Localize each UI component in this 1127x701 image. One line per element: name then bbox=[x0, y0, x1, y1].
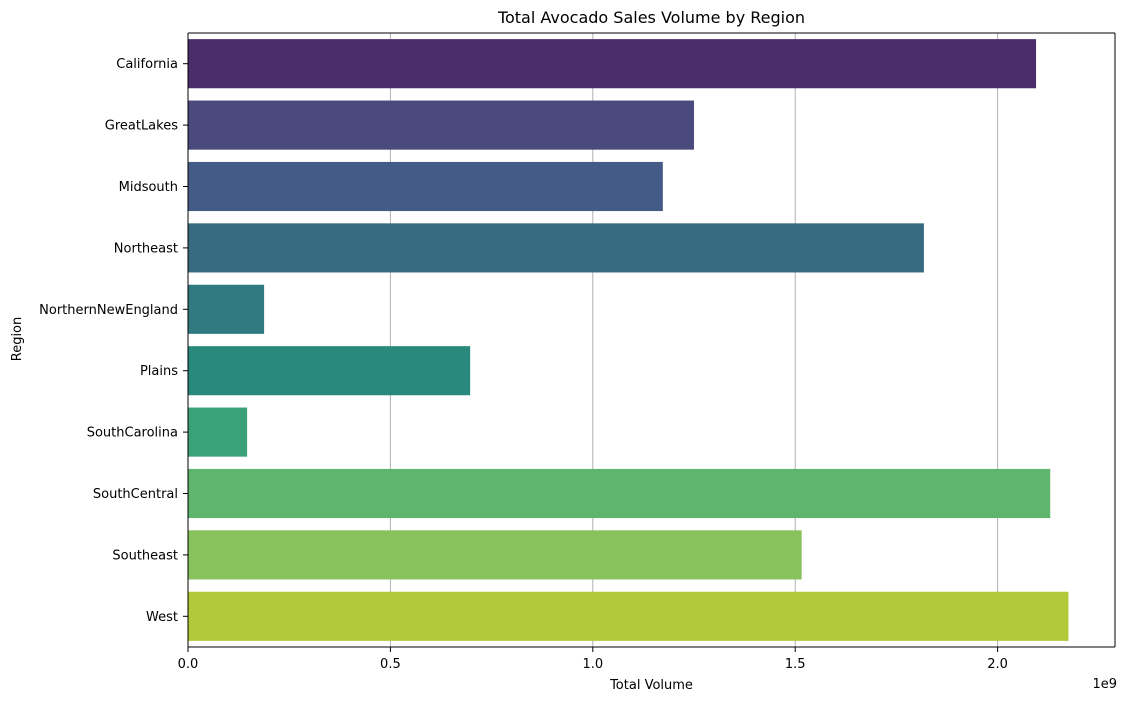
y-tick-label-1: GreatLakes bbox=[105, 119, 178, 134]
bar-northernnewengland bbox=[188, 284, 265, 334]
bar-southcarolina bbox=[188, 407, 248, 457]
y-tick-label-5: Plains bbox=[140, 364, 178, 379]
bar-plains bbox=[188, 346, 471, 396]
x-axis-scale-label: 1e9 bbox=[1092, 677, 1117, 692]
bar-california bbox=[188, 39, 1037, 89]
x-tick-label-2: 1.0 bbox=[582, 657, 603, 672]
bar-southeast bbox=[188, 530, 802, 580]
y-tick-label-8: Southeast bbox=[112, 548, 178, 563]
y-tick-label-2: Midsouth bbox=[119, 180, 178, 195]
x-tick-label-0: 0.0 bbox=[178, 657, 199, 672]
bar-northeast bbox=[188, 223, 924, 273]
labels-layer: 0.0 0.5 1.0 1.5 2.0 California GreatLakes Midso… bbox=[39, 57, 1008, 672]
bar-southcentral bbox=[188, 468, 1051, 519]
bars-layer bbox=[188, 39, 1069, 641]
x-axis-label: Total Volume bbox=[609, 678, 693, 693]
y-tick-label-6: SouthCarolina bbox=[87, 426, 178, 441]
bar-greatlakes bbox=[188, 100, 695, 150]
bar-midsouth bbox=[188, 161, 663, 212]
x-tick-label-1: 0.5 bbox=[380, 657, 401, 672]
y-tick-label-7: SouthCentral bbox=[93, 487, 178, 502]
y-tick-label-4: NorthernNewEngland bbox=[39, 303, 178, 318]
y-tick-label-9: West bbox=[146, 610, 178, 625]
bar-west bbox=[188, 591, 1069, 641]
x-tick-label-4: 2.0 bbox=[987, 657, 1008, 672]
chart-title: Total Avocado Sales Volume by Region bbox=[497, 8, 805, 27]
y-axis-label: Region bbox=[10, 317, 25, 362]
axes-layer bbox=[183, 32, 1116, 652]
y-tick-label-3: Northeast bbox=[114, 241, 178, 256]
y-tick-label-0: California bbox=[116, 57, 178, 72]
x-tick-label-3: 1.5 bbox=[785, 657, 806, 672]
